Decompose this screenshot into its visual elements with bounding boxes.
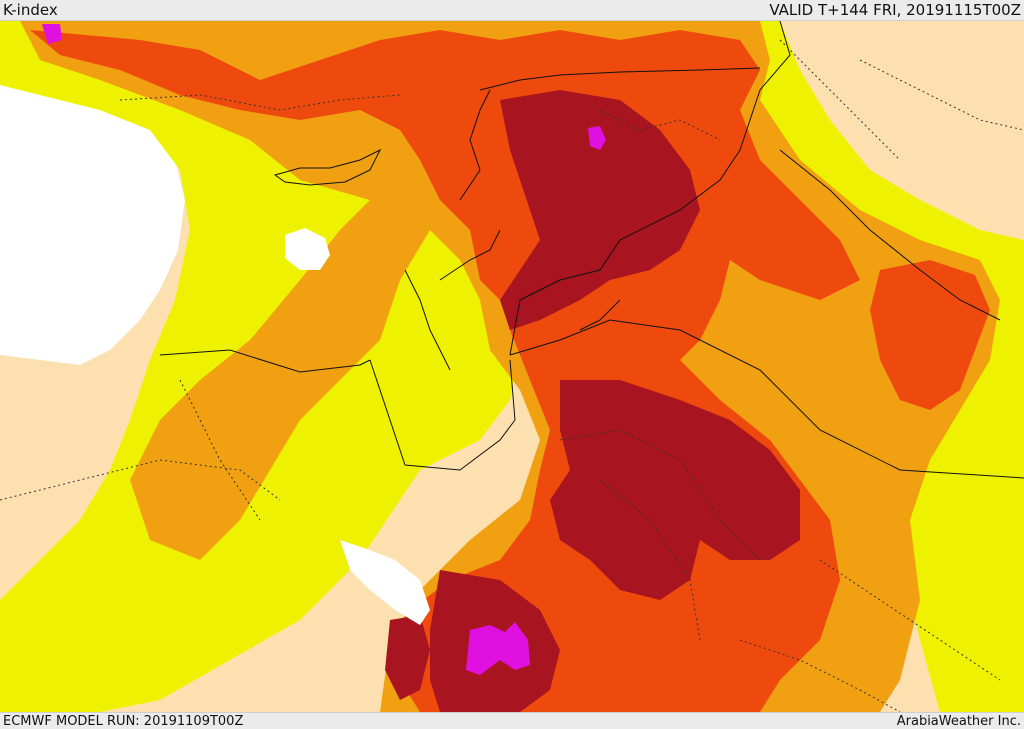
k-magenta-max-north	[588, 126, 606, 150]
k-magenta-max-south	[466, 622, 530, 675]
credit-label: ArabiaWeather Inc.	[896, 713, 1021, 729]
k-dark-red-zone-west	[385, 615, 430, 700]
field-label: K-index	[3, 1, 58, 19]
mediterranean-sea	[0, 85, 185, 365]
model-run-label: ECMWF MODEL RUN: 20191109T00Z	[3, 713, 244, 729]
map-header: K-index VALID T+144 FRI, 20191115T00Z	[0, 0, 1024, 21]
cyprus-outline	[273, 148, 382, 186]
k-dark-red-zone-south	[550, 380, 800, 600]
country-borders	[159, 21, 1024, 479]
map-canvas	[0, 21, 1024, 712]
map-footer: ECMWF MODEL RUN: 20191109T00Z ArabiaWeat…	[0, 712, 1024, 729]
k-magenta-max-corner	[42, 24, 62, 44]
red-sea-low-area	[340, 540, 430, 625]
internal-boundaries	[0, 39, 1024, 712]
k-orange-zone-east	[870, 260, 990, 410]
low-value-spot	[285, 228, 330, 270]
k-dark-red-zone-north	[500, 90, 700, 330]
k-index-map	[0, 21, 1024, 712]
valid-time-label: VALID T+144 FRI, 20191115T00Z	[769, 1, 1021, 19]
